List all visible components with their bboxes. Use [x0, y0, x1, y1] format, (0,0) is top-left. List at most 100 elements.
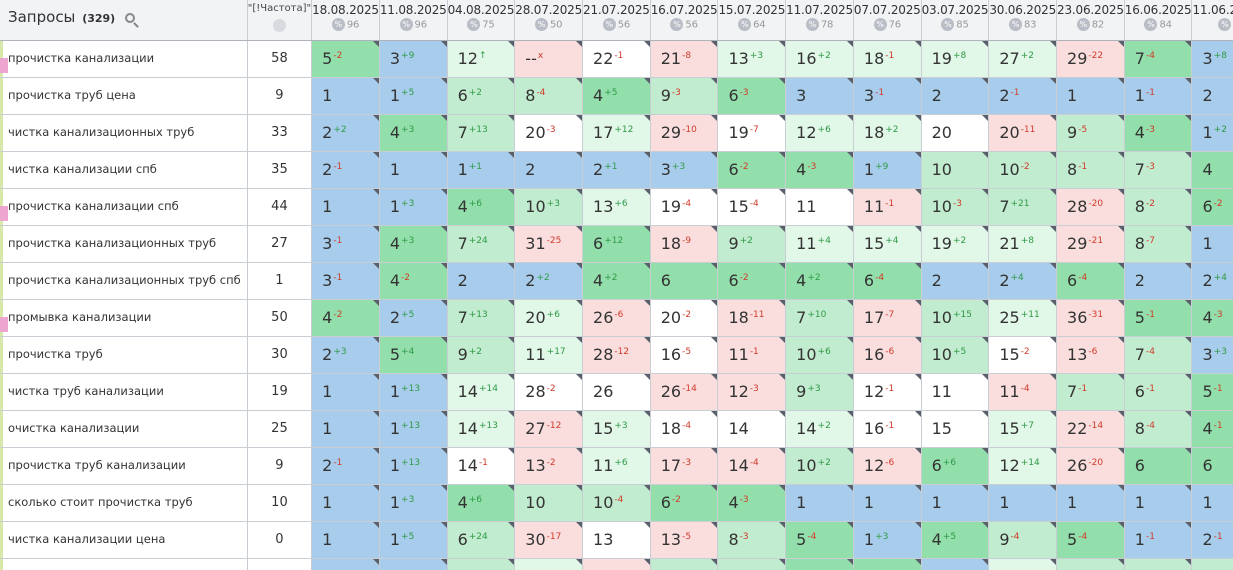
- position-cell[interactable]: 1: [853, 484, 922, 522]
- position-cell[interactable]: 28-20: [1056, 188, 1125, 226]
- position-cell[interactable]: 14+14: [447, 373, 516, 411]
- position-cell[interactable]: 4-3: [1124, 114, 1193, 152]
- position-cell[interactable]: 15+7: [988, 410, 1058, 448]
- position-cell[interactable]: 10+15: [921, 299, 990, 337]
- position-cell[interactable]: 10+2: [785, 447, 854, 485]
- position-cell[interactable]: 2: [921, 77, 990, 115]
- position-cell[interactable]: 8-4: [1124, 410, 1193, 448]
- position-cell[interactable]: 14-1: [447, 447, 516, 485]
- position-cell[interactable]: 2-1: [1191, 521, 1233, 559]
- position-cell[interactable]: 29-22: [1056, 40, 1125, 78]
- query-cell[interactable]: чистка канализационных труб: [0, 114, 248, 152]
- position-cell[interactable]: 20: [921, 114, 990, 152]
- position-cell[interactable]: 2: [311, 558, 380, 570]
- position-cell[interactable]: 7-4: [1124, 40, 1193, 78]
- position-cell[interactable]: 4+2: [582, 262, 651, 300]
- frequency-header[interactable]: "[!Частота]": [247, 0, 313, 41]
- position-cell[interactable]: 20-3: [514, 114, 584, 152]
- query-cell[interactable]: чистка канализации спб: [0, 151, 248, 189]
- position-cell[interactable]: 1-1: [1124, 521, 1193, 559]
- position-cell[interactable]: 9+2: [717, 225, 787, 263]
- position-cell[interactable]: 1: [311, 77, 380, 115]
- position-cell[interactable]: 4+3: [379, 114, 448, 152]
- position-cell[interactable]: 31-25: [514, 225, 584, 263]
- position-cell[interactable]: 5-1: [1191, 373, 1233, 411]
- position-cell[interactable]: 10: [514, 558, 584, 570]
- position-cell[interactable]: 26-20: [1056, 447, 1125, 485]
- date-column-header[interactable]: 21.07.2025% 56: [582, 0, 651, 41]
- position-cell[interactable]: 4+3: [379, 225, 448, 263]
- position-cell[interactable]: 6: [1191, 447, 1233, 485]
- position-cell[interactable]: 9+2: [447, 336, 516, 374]
- position-cell[interactable]: 7+21: [988, 188, 1058, 226]
- position-cell[interactable]: 5: [785, 558, 854, 570]
- position-cell[interactable]: 19+8: [921, 40, 990, 78]
- position-cell[interactable]: 2+4: [988, 262, 1058, 300]
- position-cell[interactable]: 5-4: [1056, 521, 1125, 559]
- position-cell[interactable]: 1: [311, 410, 380, 448]
- position-cell[interactable]: 22-14: [1056, 410, 1125, 448]
- position-cell[interactable]: 11+17: [514, 336, 584, 374]
- position-cell[interactable]: 4+5: [921, 521, 990, 559]
- position-cell[interactable]: 1: [311, 373, 380, 411]
- position-cell[interactable]: 17-3: [650, 447, 719, 485]
- position-cell[interactable]: 9-4: [988, 521, 1058, 559]
- position-cell[interactable]: 12-6: [853, 447, 922, 485]
- position-cell[interactable]: 10: [514, 484, 584, 522]
- position-cell[interactable]: 1-1: [1124, 77, 1193, 115]
- position-cell[interactable]: 7+10: [785, 299, 854, 337]
- position-cell[interactable]: 5+4: [379, 336, 448, 374]
- position-cell[interactable]: 12↑: [447, 40, 516, 78]
- position-cell[interactable]: 3+8: [1191, 40, 1233, 78]
- position-cell[interactable]: 1: [311, 188, 380, 226]
- position-cell[interactable]: 26-6: [582, 299, 651, 337]
- position-cell[interactable]: 14+2: [785, 410, 854, 448]
- date-column-header[interactable]: 03.07.2025% 85: [921, 0, 990, 41]
- position-cell[interactable]: 1: [1191, 484, 1233, 522]
- position-cell[interactable]: 4-3: [1191, 299, 1233, 337]
- position-cell[interactable]: 2+2: [514, 262, 584, 300]
- position-cell[interactable]: 1+13: [379, 373, 448, 411]
- query-cell[interactable]: чистка труб канализации: [0, 373, 248, 411]
- position-cell[interactable]: 3-1: [311, 262, 380, 300]
- position-cell[interactable]: 1: [1191, 558, 1233, 570]
- position-cell[interactable]: 2: [447, 262, 516, 300]
- position-cell[interactable]: 1: [311, 521, 380, 559]
- position-cell[interactable]: 18-1: [853, 40, 922, 78]
- position-cell[interactable]: 10-4: [582, 484, 651, 522]
- position-cell[interactable]: 6-3: [717, 77, 787, 115]
- position-cell[interactable]: 4+6: [447, 484, 516, 522]
- position-cell[interactable]: 9-5: [1056, 114, 1125, 152]
- position-cell[interactable]: 11+4: [785, 225, 854, 263]
- date-column-header[interactable]: 16.06.2025% 84: [1124, 0, 1193, 41]
- position-cell[interactable]: 1+5: [379, 521, 448, 559]
- position-cell[interactable]: 1+9: [853, 151, 922, 189]
- position-cell[interactable]: --x: [514, 40, 584, 78]
- position-cell[interactable]: 7+13: [447, 114, 516, 152]
- position-cell[interactable]: 6-1: [1124, 373, 1193, 411]
- query-cell[interactable]: прочистка канализационных труб спб: [0, 262, 248, 300]
- position-cell[interactable]: 1+2: [1191, 114, 1233, 152]
- position-cell[interactable]: 28-2: [514, 373, 584, 411]
- date-column-header[interactable]: 23.06.2025% 82: [1056, 0, 1125, 41]
- position-cell[interactable]: 8-1: [1056, 151, 1125, 189]
- position-cell[interactable]: 20-11: [988, 114, 1058, 152]
- position-cell[interactable]: 6: [1056, 558, 1125, 570]
- position-cell[interactable]: 3+3: [650, 151, 719, 189]
- position-cell[interactable]: 17+12: [582, 114, 651, 152]
- position-cell[interactable]: 4+5: [582, 77, 651, 115]
- query-cell[interactable]: прочистка труб цена: [0, 77, 248, 115]
- position-cell[interactable]: 6+24: [447, 521, 516, 559]
- position-cell[interactable]: 11+6: [582, 447, 651, 485]
- position-cell[interactable]: 9+3: [785, 373, 854, 411]
- position-cell[interactable]: 26-14: [650, 373, 719, 411]
- position-cell[interactable]: 3-1: [311, 225, 380, 263]
- position-cell[interactable]: 4-2: [379, 262, 448, 300]
- position-cell[interactable]: 8-7: [1124, 225, 1193, 263]
- position-cell[interactable]: 1+3: [379, 188, 448, 226]
- position-cell[interactable]: 8-3: [717, 521, 787, 559]
- position-cell[interactable]: 10+3: [514, 188, 584, 226]
- position-cell[interactable]: 2: [514, 151, 584, 189]
- position-cell[interactable]: 5-4: [785, 521, 854, 559]
- position-cell[interactable]: 18+2: [853, 114, 922, 152]
